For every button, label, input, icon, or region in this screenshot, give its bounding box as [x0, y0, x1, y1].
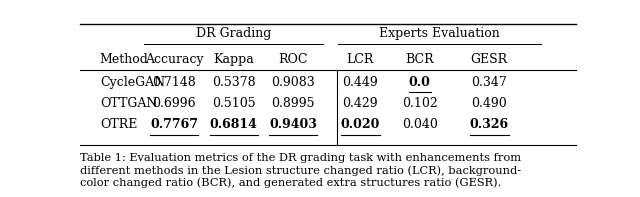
Text: 0.9403: 0.9403 [269, 118, 317, 131]
Text: DR Grading: DR Grading [196, 27, 271, 40]
Text: 0.102: 0.102 [402, 97, 438, 110]
Text: OTRE: OTRE [100, 118, 137, 131]
Text: GESR: GESR [470, 53, 508, 66]
Text: Experts Evaluation: Experts Evaluation [380, 27, 500, 40]
Text: CycleGAN: CycleGAN [100, 75, 165, 88]
Text: 0.6996: 0.6996 [152, 97, 196, 110]
Text: 0.5105: 0.5105 [212, 97, 255, 110]
Text: 0.6814: 0.6814 [210, 118, 258, 131]
Text: 0.8995: 0.8995 [271, 97, 315, 110]
Text: 0.490: 0.490 [471, 97, 507, 110]
Text: ROC: ROC [278, 53, 308, 66]
Text: 0.7148: 0.7148 [152, 75, 196, 88]
Text: Kappa: Kappa [213, 53, 254, 66]
Text: 0.9083: 0.9083 [271, 75, 315, 88]
Text: 0.7767: 0.7767 [150, 118, 198, 131]
Text: 0.347: 0.347 [471, 75, 507, 88]
Text: 0.020: 0.020 [340, 118, 380, 131]
Text: 0.0: 0.0 [409, 75, 431, 88]
Text: 0.040: 0.040 [402, 118, 438, 131]
Text: 0.326: 0.326 [470, 118, 509, 131]
Text: Accuracy: Accuracy [145, 53, 204, 66]
Text: LCR: LCR [346, 53, 374, 66]
Text: OTTGAN: OTTGAN [100, 97, 157, 110]
Text: Table 1: Evaluation metrics of the DR grading task with enhancements from
differ: Table 1: Evaluation metrics of the DR gr… [80, 153, 521, 188]
Text: BCR: BCR [406, 53, 434, 66]
Text: 0.429: 0.429 [342, 97, 378, 110]
Text: Method: Method [100, 53, 148, 66]
Text: 0.449: 0.449 [342, 75, 378, 88]
Text: 0.5378: 0.5378 [212, 75, 255, 88]
